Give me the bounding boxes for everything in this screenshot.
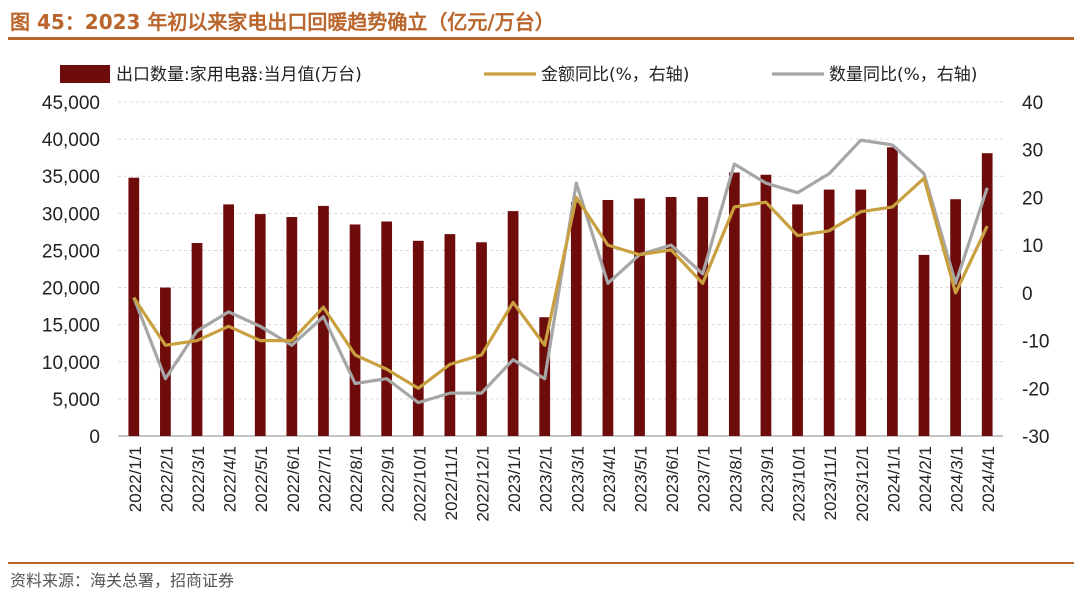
- y-left-tick-label: 15,000: [42, 316, 100, 337]
- y-left-tick-label: 35,000: [42, 167, 100, 188]
- x-tick-label: 2022/5/1: [252, 446, 271, 512]
- legend-label-volume: 出口数量:家用电器:当月值(万台): [116, 65, 362, 85]
- x-tick-label: 2024/3/1: [948, 446, 967, 512]
- y-right-tick-label: -10: [1022, 332, 1049, 353]
- x-tick-label: 2022/4/1: [221, 446, 240, 512]
- right-axis: -30 -20 -10 0 10 20 30 40: [1022, 93, 1049, 448]
- amount-yoy-line: [132, 176, 989, 390]
- bar: [760, 174, 772, 436]
- x-tick-label: 2023/4/1: [600, 446, 619, 512]
- x-tick-label: 2022/3/1: [189, 446, 208, 512]
- x-tick-label: 2023/6/1: [663, 446, 682, 512]
- y-right-tick-label: 40: [1022, 93, 1043, 114]
- x-tick-label: 2022/1/1: [126, 446, 145, 512]
- x-tick-label: 2023/10/1: [790, 446, 809, 522]
- y-left-tick-label: 0: [89, 427, 100, 448]
- x-tick-label: 2023/12/1: [853, 446, 872, 522]
- source-note: 资料来源：海关总署，招商证券: [10, 571, 235, 590]
- y-left-tick-label: 30,000: [42, 204, 100, 225]
- x-tick-label: 2023/3/1: [568, 446, 587, 512]
- bar: [918, 254, 930, 436]
- x-tick-label: 2024/4/1: [979, 446, 998, 512]
- y-left-tick-label: 5,000: [52, 390, 100, 411]
- y-left-tick-label: 20,000: [42, 279, 100, 300]
- y-right-tick-label: -20: [1022, 379, 1049, 400]
- bar: [981, 153, 993, 437]
- x-tick-label: 2022/8/1: [347, 446, 366, 512]
- x-tick-label: 2023/2/1: [537, 446, 556, 512]
- x-tick-label: 2022/6/1: [284, 446, 303, 512]
- bar: [223, 204, 234, 436]
- x-tick-label: 2022/9/1: [379, 446, 398, 512]
- bar: [697, 197, 709, 436]
- bar: [349, 224, 361, 436]
- y-left-tick-label: 25,000: [42, 241, 100, 262]
- bar: [160, 287, 171, 436]
- footer-rule: [8, 562, 1074, 564]
- line-series: [132, 138, 989, 405]
- bar: [634, 198, 645, 436]
- bar: [286, 217, 298, 436]
- bar: [855, 189, 867, 436]
- bar: [507, 211, 519, 436]
- x-tick-label: 2022/11/1: [442, 446, 461, 520]
- title-rule: [8, 37, 1074, 40]
- y-left-tick-label: 40,000: [42, 130, 100, 151]
- y-left-tick-label: 45,000: [42, 93, 100, 114]
- x-tick-label: 2022/7/1: [315, 446, 334, 512]
- legend: 出口数量:家用电器:当月值(万台) 金额同比(%，右轴) 数量同比(%，右轴): [60, 65, 977, 85]
- x-tick-label: 2023/8/1: [726, 446, 745, 512]
- bar: [887, 147, 898, 436]
- x-tick-label: 2022/12/1: [473, 446, 492, 522]
- bar: [950, 199, 961, 436]
- x-tick-label: 2023/11/1: [821, 446, 840, 520]
- bar: [792, 204, 803, 436]
- bar: [728, 172, 740, 436]
- bar: [823, 189, 835, 436]
- y-right-tick-label: 20: [1022, 188, 1043, 209]
- bar: [602, 199, 614, 436]
- bar: [444, 234, 456, 436]
- x-tick-label: 2022/2/1: [157, 446, 176, 512]
- x-tick-label: 2022/10/1: [410, 446, 429, 522]
- left-axis: 0 5,000 10,000 15,000 20,000 25,000 30,000 35,0…: [42, 93, 100, 448]
- bar: [128, 177, 140, 436]
- x-tick-label: 2024/2/1: [916, 446, 935, 512]
- x-tick-label: 2023/7/1: [695, 446, 714, 512]
- bar: [412, 240, 424, 436]
- bar: [476, 242, 487, 436]
- x-tick-label: 2023/9/1: [758, 446, 777, 512]
- y-right-tick-label: 30: [1022, 141, 1043, 162]
- y-left-tick-label: 10,000: [42, 353, 100, 374]
- x-tick-label: 2024/1/1: [884, 446, 903, 512]
- bar: [381, 221, 393, 436]
- legend-label-amount-yoy: 金额同比(%，右轴): [541, 65, 689, 85]
- volume-yoy-line: [132, 138, 989, 405]
- chart: 0 5,000 10,000 15,000 20,000 25,000 30,000 35,0…: [42, 65, 1049, 522]
- figure-title: 图 45：2023 年初以来家电出口回暖趋势确立（亿元/万台）: [10, 10, 555, 34]
- y-right-tick-label: -30: [1022, 427, 1049, 448]
- y-right-tick-label: 10: [1022, 236, 1043, 257]
- bar: [570, 202, 582, 436]
- bar: [665, 197, 677, 436]
- bar: [318, 205, 329, 436]
- x-tick-label: 2023/1/1: [505, 446, 524, 512]
- y-right-tick-label: 0: [1022, 284, 1033, 305]
- legend-label-volume-yoy: 数量同比(%，右轴): [829, 65, 977, 85]
- x-axis: 2022/1/1 2022/2/1 2022/3/1 2022/4/1 2022/5/1…: [126, 446, 998, 522]
- x-tick-label: 2023/5/1: [632, 446, 651, 512]
- legend-swatch-bar: [60, 65, 110, 83]
- bar-series: [128, 147, 993, 437]
